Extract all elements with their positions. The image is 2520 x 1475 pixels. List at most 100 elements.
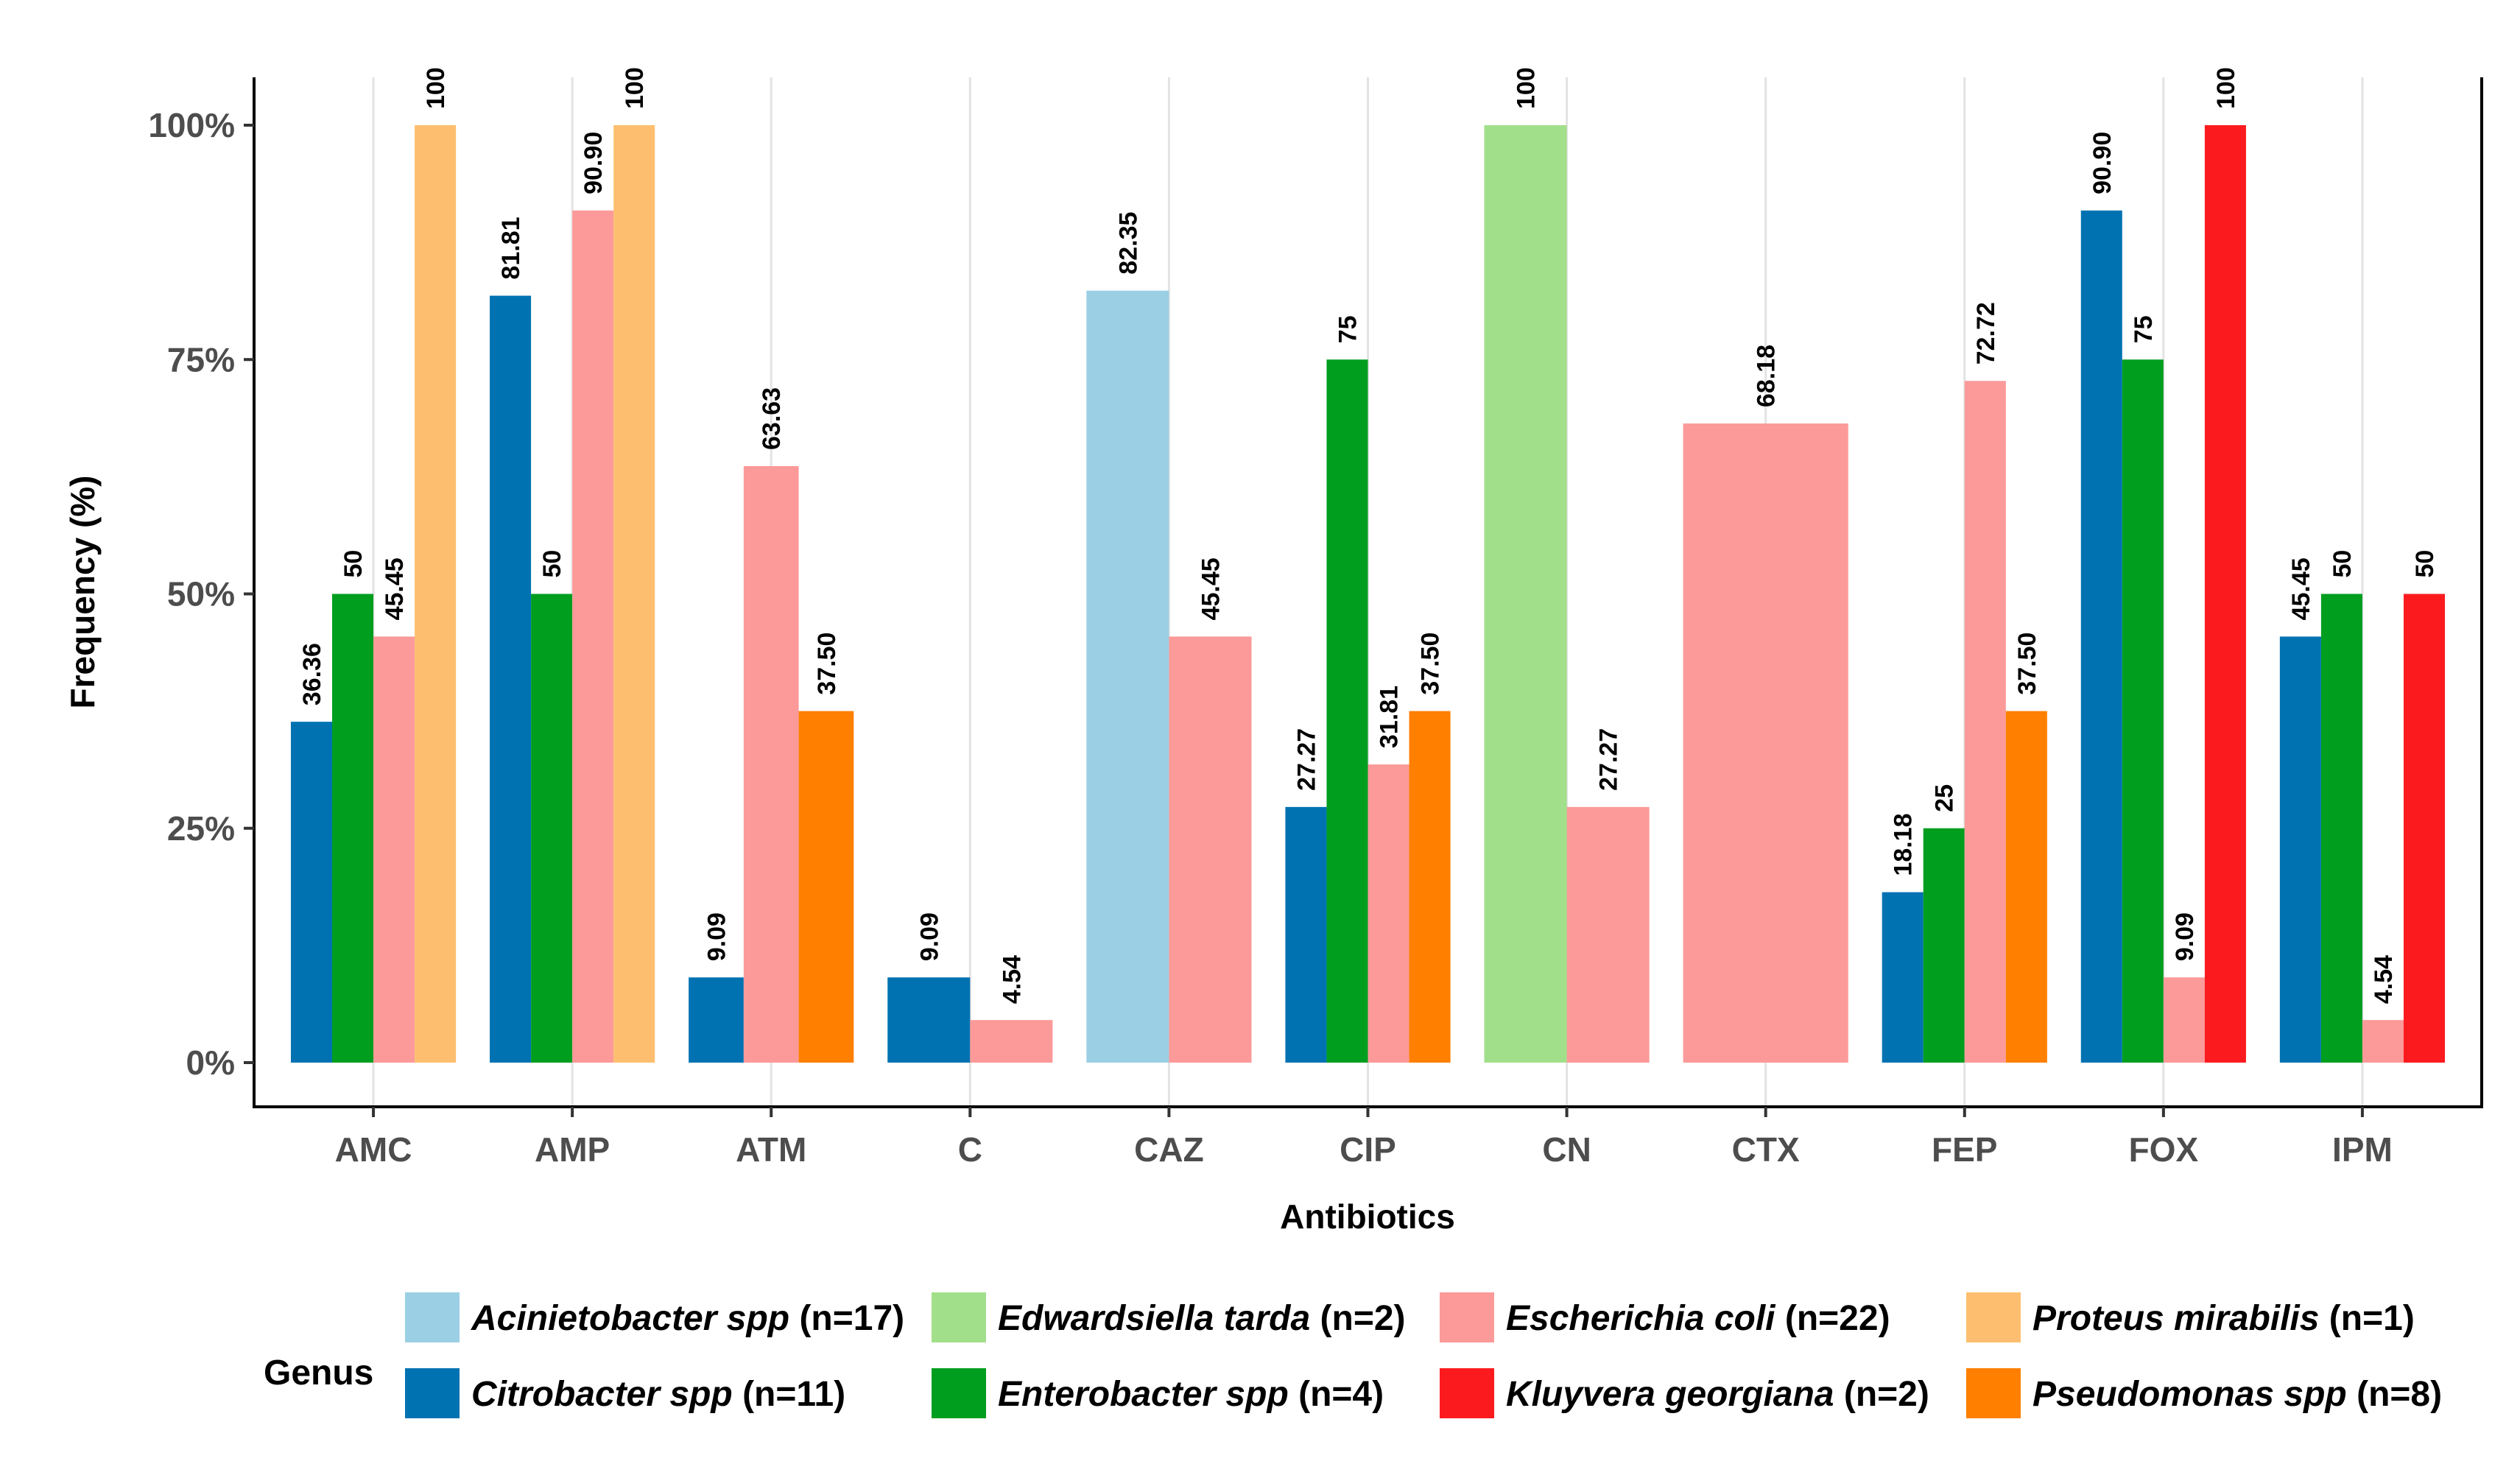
bar-label-fep-entero: 25 [1931, 784, 1959, 812]
bar-label-amc-ecoli: 45.45 [381, 557, 409, 620]
bar-label-cn-edw: 100 [1513, 67, 1541, 109]
legend-label-citro: Citrobacter spp (n=11) [471, 1375, 845, 1414]
x-axis-ticks: AMC AMP ATM C CAZ CIP CN CTX FEP FOX IPM [335, 1107, 2393, 1169]
y-axis-ticks: 0% 25% 50% 75% 100% [148, 106, 254, 1082]
legend-label-edw: Edwardsiella tarda (n=2) [998, 1299, 1406, 1338]
bar-label-cip-pseudo: 37.50 [1417, 633, 1445, 695]
bar-c-ecoli [970, 1020, 1053, 1063]
bar-amp-entero [531, 594, 573, 1063]
bar-ipm-citro [2279, 636, 2321, 1063]
legend-key-edw [932, 1292, 986, 1342]
bar-label-amp-ecoli: 90.90 [580, 132, 608, 194]
bar-label-c-citro: 9.09 [915, 912, 943, 961]
bar-label-ipm-citro: 45.45 [2287, 557, 2315, 620]
y-tick-label: 75% [167, 340, 235, 379]
bar-amp-citro [490, 295, 532, 1063]
legend-key-prot [1966, 1292, 2021, 1342]
bar-c-citro [887, 977, 971, 1063]
legend-key-entero [932, 1368, 986, 1418]
legend-key-kluy [1440, 1368, 1494, 1418]
bar-fox-kluy [2204, 125, 2246, 1063]
bar-cn-edw [1484, 125, 1567, 1063]
legend-key-citro [405, 1368, 460, 1418]
y-tick-label: 0% [186, 1043, 235, 1082]
legend-key-ecoli [1440, 1292, 1494, 1342]
bar-label-fox-citro: 90.90 [2088, 132, 2116, 194]
bar-fep-citro [1882, 892, 1924, 1063]
bar-amp-prot [613, 125, 655, 1063]
bar-label-caz-ecoli: 45.45 [1197, 557, 1225, 620]
x-tick-label-c: C [958, 1130, 982, 1169]
bar-label-amc-citro: 36.36 [298, 643, 326, 705]
bar-label-ipm-ecoli: 4.54 [2370, 955, 2398, 1004]
x-tick-label-ipm: IPM [2332, 1130, 2393, 1169]
bar-ipm-kluy [2403, 594, 2446, 1063]
bar-label-atm-pseudo: 37.50 [813, 633, 841, 695]
legend-title: Genus [264, 1353, 373, 1393]
bar-value-labels: 36.36 50 45.45 100 81.81 50 90.90 100 9.09 63.63 3… [298, 67, 2439, 1004]
bar-cn-ecoli [1566, 806, 1650, 1063]
bar-label-fep-citro: 18.18 [1890, 813, 1918, 876]
bar-label-caz-acin: 82.35 [1114, 212, 1142, 275]
legend-label-ecoli: Escherichia coli (n=22) [1506, 1299, 1890, 1338]
bar-amc-entero [332, 594, 374, 1063]
y-tick-label: 50% [167, 575, 235, 613]
bar-cip-citro [1285, 806, 1327, 1063]
legend-label-acin: Acinietobacter spp (n=17) [471, 1299, 904, 1338]
bar-ipm-entero [2320, 594, 2362, 1063]
bar-label-ctx-ecoli: 68.18 [1753, 345, 1781, 407]
x-tick-label-fox: FOX [2129, 1130, 2199, 1169]
legend-label-kluy: Kluyvera georgiana (n=2) [1506, 1375, 1929, 1414]
bar-fox-entero [2122, 359, 2164, 1063]
legend-label-prot: Proteus mirabilis (n=1) [2032, 1299, 2415, 1338]
x-tick-label-amc: AMC [335, 1130, 412, 1169]
bar-label-atm-ecoli: 63.63 [758, 387, 786, 450]
x-tick-label-caz: CAZ [1134, 1130, 1204, 1169]
bar-label-amp-entero: 50 [538, 550, 566, 578]
bar-label-cip-citro: 27.27 [1292, 728, 1320, 791]
bar-atm-citro [689, 977, 744, 1063]
bar-fox-citro [2080, 210, 2122, 1063]
x-axis-title: Antibiotics [1280, 1197, 1455, 1236]
bar-ctx-ecoli [1683, 423, 1848, 1063]
bar-amc-ecoli [373, 636, 415, 1063]
bar-label-amp-citro: 81.81 [497, 217, 525, 279]
x-tick-label-ctx: CTX [1732, 1130, 1800, 1169]
y-tick-label: 25% [167, 809, 235, 848]
legend-label-entero: Enterobacter spp (n=4) [998, 1375, 1384, 1414]
x-tick-label-cn: CN [1542, 1130, 1591, 1169]
bar-fep-entero [1923, 828, 1965, 1063]
bar-cip-entero [1326, 359, 1368, 1063]
bar-label-fep-pseudo: 37.50 [2013, 633, 2041, 695]
bar-label-ipm-kluy: 50 [2411, 550, 2439, 578]
legend-key-pseudo [1966, 1368, 2021, 1418]
bar-fox-ecoli [2163, 977, 2205, 1063]
x-tick-label-atm: ATM [736, 1130, 806, 1169]
x-tick-label-fep: FEP [1932, 1130, 1997, 1169]
x-tick-label-cip: CIP [1340, 1130, 1396, 1169]
bar-amc-citro [290, 722, 333, 1063]
bar-amp-ecoli [572, 210, 614, 1063]
bar-label-fox-ecoli: 9.09 [2171, 912, 2199, 961]
bar-label-fox-kluy: 100 [2212, 67, 2240, 109]
legend-label-pseudo: Pseudomonas spp (n=8) [2032, 1375, 2442, 1414]
bar-atm-ecoli [743, 465, 799, 1063]
bar-label-ipm-entero: 50 [2329, 550, 2357, 578]
bar-label-amc-entero: 50 [339, 550, 367, 578]
bar-atm-pseudo [798, 711, 854, 1063]
bar-label-c-ecoli: 4.54 [998, 955, 1026, 1004]
bar-label-amp-prot: 100 [621, 67, 649, 109]
bar-caz-ecoli [1169, 636, 1252, 1063]
y-tick-label: 100% [148, 106, 235, 144]
bar-amc-prot [415, 125, 457, 1063]
bar-label-cn-ecoli: 27.27 [1595, 728, 1623, 791]
bar-ipm-ecoli [2362, 1020, 2404, 1063]
bar-label-fox-entero: 75 [2130, 315, 2158, 343]
bar-fep-pseudo [2005, 711, 2047, 1063]
bar-label-amc-prot: 100 [422, 67, 450, 109]
bar-label-cip-ecoli: 31.81 [1376, 686, 1404, 748]
bar-label-atm-citro: 9.09 [703, 912, 731, 961]
y-axis-title: Frequency (%) [63, 476, 102, 709]
bar-caz-acin [1086, 290, 1169, 1063]
